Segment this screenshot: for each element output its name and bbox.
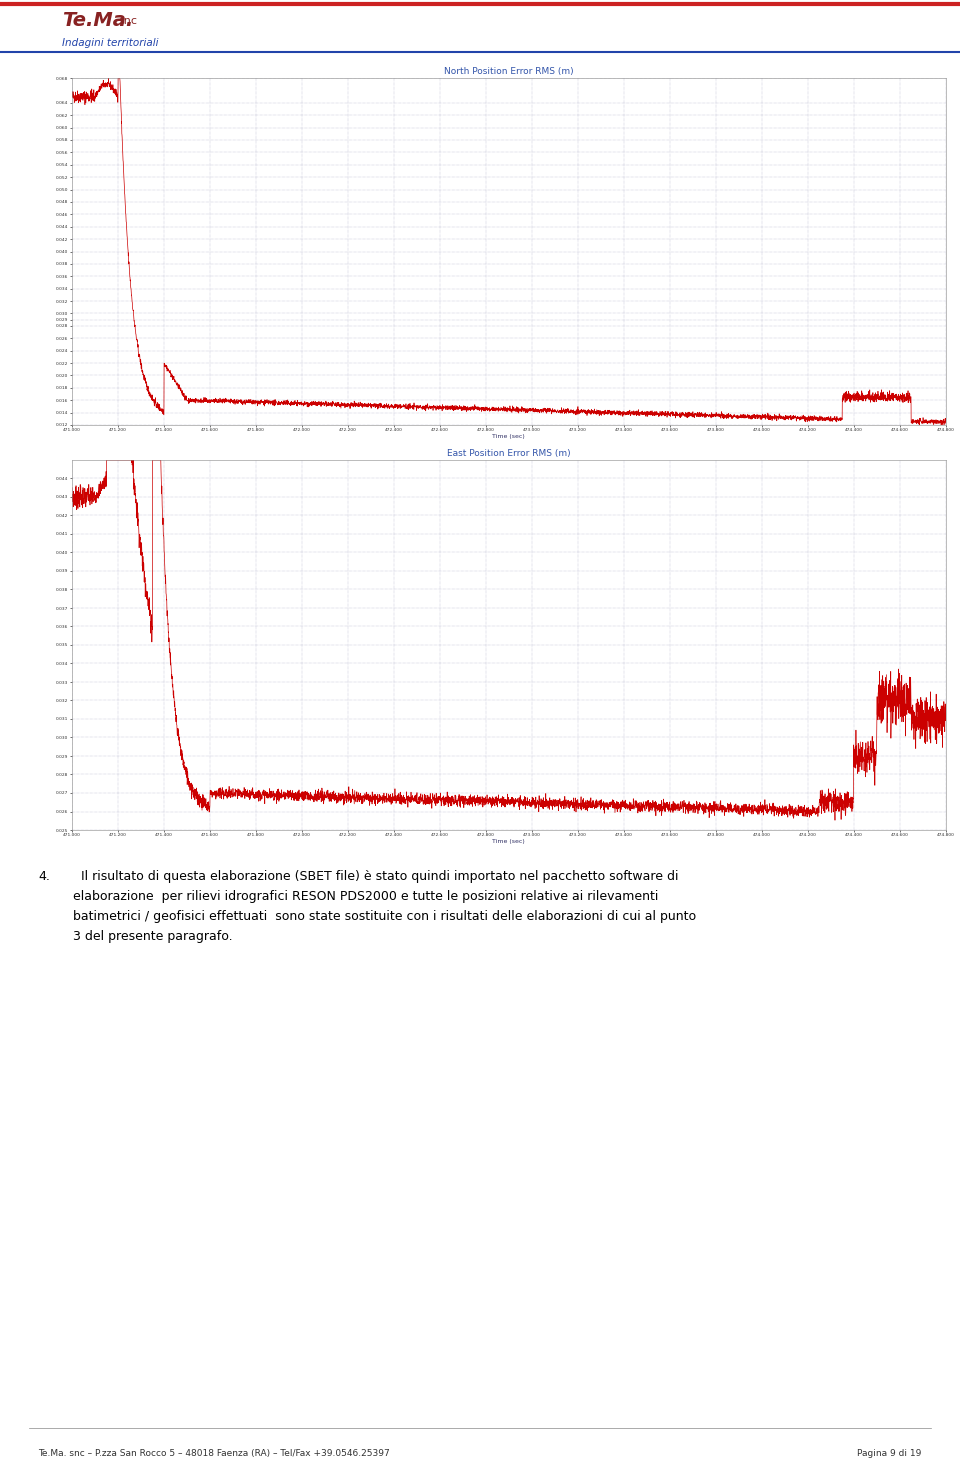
Text: snc: snc [118,16,137,27]
Title: East Position Error RMS (m): East Position Error RMS (m) [447,449,570,458]
Text: Indagini territoriali: Indagini territoriali [62,38,159,49]
X-axis label: Time (sec): Time (sec) [492,435,525,439]
X-axis label: Time (sec): Time (sec) [492,838,525,844]
Title: North Position Error RMS (m): North Position Error RMS (m) [444,66,574,75]
Text: Il risultato di questa elaborazione (SBET file) è stato quindi importato nel pac: Il risultato di questa elaborazione (SBE… [73,869,696,943]
Text: 4.: 4. [38,869,50,882]
Text: Te.Ma. snc – P.zza San Rocco 5 – 48018 Faenza (RA) – Tel/Fax +39.0546.25397: Te.Ma. snc – P.zza San Rocco 5 – 48018 F… [38,1449,390,1458]
Text: Te.Ma.: Te.Ma. [62,12,133,31]
Text: Pagina 9 di 19: Pagina 9 di 19 [857,1449,922,1458]
